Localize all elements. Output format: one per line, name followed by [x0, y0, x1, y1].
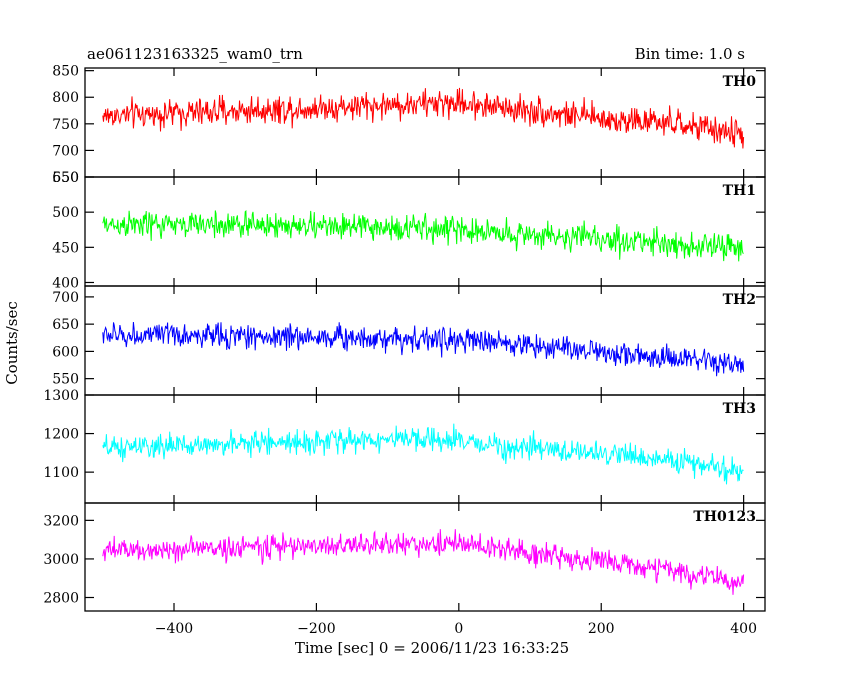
- y-tick-label: 650: [52, 170, 79, 186]
- y-tick-label: 800: [52, 90, 79, 106]
- y-tick-label: 3000: [43, 552, 79, 568]
- panel-th3: 1100 1200 1300 TH3: [43, 388, 766, 504]
- panel-frame: [84, 502, 766, 612]
- y-tick-label: 650: [52, 317, 79, 333]
- x-tick-label: −200: [297, 621, 335, 637]
- x-axis: −400 −200 0 200 400: [155, 621, 757, 637]
- x-tick-label: 400: [730, 621, 757, 637]
- y-tick-label: 550: [52, 372, 79, 388]
- panel-label-th0123: TH0123: [693, 509, 756, 525]
- panel-th2: 550 600 650 700 TH2: [52, 285, 766, 396]
- y-tick-label: 700: [52, 143, 79, 159]
- y-tick-label: 3200: [43, 513, 79, 529]
- y-tick-label: 600: [52, 344, 79, 360]
- y-tick-label: 850: [52, 64, 79, 80]
- panel-label-th1: TH1: [723, 183, 756, 199]
- x-tick-label: 200: [588, 621, 615, 637]
- y-tick-label: 400: [52, 275, 79, 291]
- bin-time-label: Bin time: 1.0 s: [635, 45, 745, 63]
- panels: 650 700 750 800 850 TH0 400 450 500 550 TH1 550 600 6…: [43, 64, 766, 612]
- panel-label-th2: TH2: [723, 292, 756, 308]
- y-axis-label: Counts/sec: [3, 301, 21, 385]
- chart-title: ae061123163325_wam0_trn: [87, 45, 303, 63]
- y-tick-label: 1300: [43, 388, 79, 404]
- series-th3-line: [102, 423, 744, 485]
- series-th0-line: [102, 87, 745, 149]
- panel-label-th0: TH0: [723, 74, 757, 90]
- y-tick-label: 550: [52, 170, 79, 186]
- y-tick-label: 1100: [43, 465, 79, 481]
- panel-th1: 400 450 500 550 TH1: [52, 170, 766, 291]
- panel-th0: 650 700 750 800 850 TH0: [52, 64, 766, 186]
- panel-th0123: 2800 3000 3200 TH0123: [43, 502, 766, 612]
- y-tick-label: 450: [52, 240, 79, 256]
- panel-label-th3: TH3: [723, 401, 756, 417]
- y-tick-label: 500: [52, 205, 79, 221]
- y-tick-label: 700: [52, 290, 79, 306]
- series-th2-line: [102, 321, 745, 377]
- y-tick-label: 1200: [43, 427, 79, 443]
- x-tick-label: −400: [155, 621, 193, 637]
- series-th1-line: [102, 210, 744, 262]
- series-th0123-line: [102, 529, 745, 595]
- y-tick-label: 2800: [43, 591, 79, 607]
- x-axis-label: Time [sec] 0 = 2006/11/23 16:33:25: [295, 639, 569, 657]
- y-tick-label: 750: [52, 117, 79, 133]
- x-tick-label: 0: [454, 621, 463, 637]
